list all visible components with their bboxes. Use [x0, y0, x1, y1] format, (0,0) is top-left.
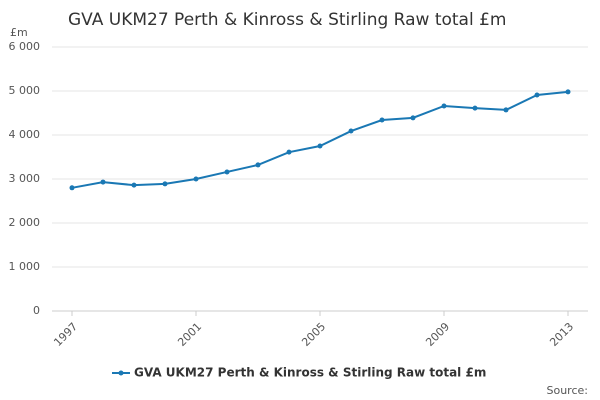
data-point	[224, 169, 230, 175]
x-tick-label: 2013	[547, 320, 576, 349]
data-point	[193, 176, 199, 182]
y-tick-label: 6 000	[9, 40, 41, 53]
data-point	[410, 115, 416, 121]
data-point	[100, 179, 106, 185]
source: Source:	[547, 384, 589, 397]
chart-title: GVA UKM27 Perth & Kinross & Stirling Raw…	[68, 10, 506, 30]
data-point	[565, 89, 571, 95]
legend-marker	[118, 370, 124, 376]
y-tick-label: 1 000	[9, 260, 41, 273]
legend-label: GVA UKM27 Perth & Kinross & Stirling Raw…	[134, 366, 486, 380]
x-tick-label: 2009	[423, 320, 452, 349]
data-point	[348, 128, 354, 134]
data-point	[255, 162, 261, 168]
data-point	[534, 92, 540, 98]
x-tick-label: 1997	[51, 320, 80, 349]
data-point	[503, 107, 509, 113]
y-tick-label: 5 000	[9, 84, 41, 97]
y-tick-label: 2 000	[9, 216, 41, 229]
data-point	[162, 181, 168, 187]
x-tick-label: 2005	[299, 320, 328, 349]
data-point	[379, 117, 385, 123]
data-point	[286, 149, 292, 155]
data-point	[317, 143, 323, 149]
data-point	[441, 103, 447, 109]
data-point	[69, 185, 75, 191]
y-axis-label: £m	[10, 26, 28, 39]
y-tick-label: 3 000	[9, 172, 41, 185]
y-tick-label: 4 000	[9, 128, 41, 141]
y-tick-label: 0	[33, 304, 40, 317]
series-line	[71, 90, 569, 189]
data-point	[472, 105, 478, 111]
data-point	[131, 182, 137, 188]
x-tick-label: 2001	[175, 320, 204, 349]
